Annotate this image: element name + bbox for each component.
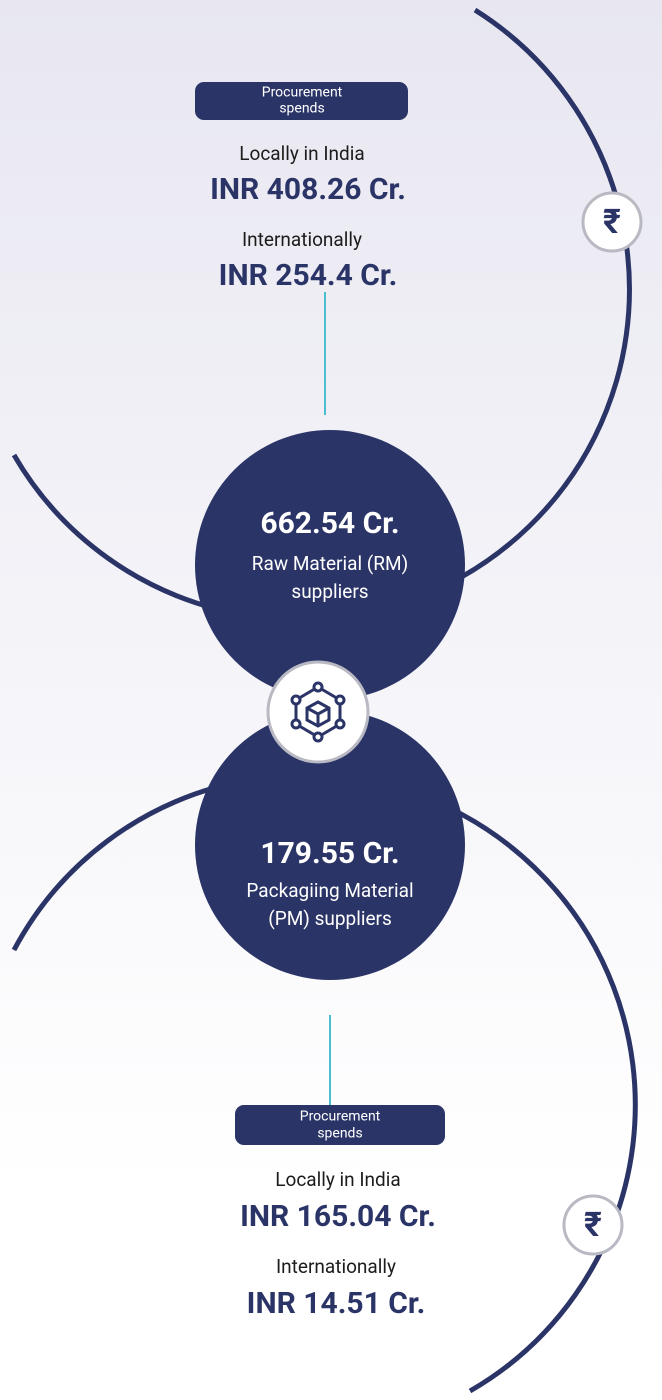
badge — [235, 1105, 445, 1145]
intl-value: INR 14.51 Cr. — [247, 1286, 426, 1321]
intl-value: INR 254.4 Cr. — [219, 258, 398, 293]
local-label: Locally in India — [239, 142, 364, 165]
local-value: INR 165.04 Cr. — [240, 1199, 436, 1234]
badge-text: spends — [279, 101, 324, 117]
intl-label: Internationally — [242, 228, 362, 251]
top-arc — [11, 7, 632, 622]
rm-value: 662.54 Cr. — [260, 506, 399, 541]
rupee-symbol: ₹ — [603, 202, 621, 242]
badge — [195, 82, 408, 120]
local-label: Locally in India — [275, 1168, 400, 1191]
local-value: INR 408.26 Cr. — [210, 172, 406, 207]
badge-text: spends — [317, 1126, 362, 1142]
intl-label: Internationally — [276, 1255, 396, 1278]
badge-text: Procurement — [262, 85, 343, 101]
rupee-symbol: ₹ — [584, 1205, 602, 1245]
rm-label: Raw Material (RM) — [252, 552, 408, 575]
rupee-icon — [581, 191, 643, 253]
badge-text: Procurement — [300, 1109, 381, 1125]
rm-label: suppliers — [291, 580, 368, 603]
network-icon — [266, 660, 370, 764]
rupee-icon — [562, 1194, 624, 1256]
pm-circle — [195, 710, 465, 980]
pm-value: 179.55 Cr. — [260, 836, 399, 871]
pm-label: (PM) suppliers — [268, 907, 392, 930]
rm-circle — [195, 430, 465, 700]
pm-label: Packagiing Material — [246, 879, 413, 902]
